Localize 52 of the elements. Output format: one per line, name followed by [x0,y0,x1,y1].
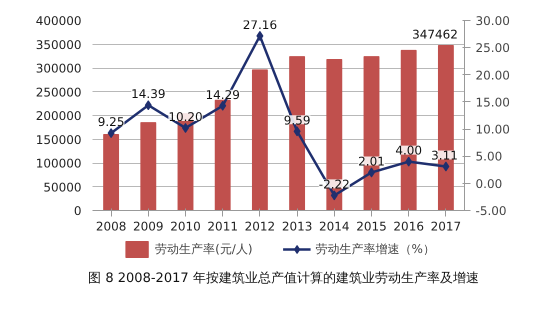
y-tick-label: 150000 [36,132,82,147]
point [442,161,450,172]
data-label: 14.29 [206,88,240,102]
x-tick-label: 2012 [244,220,276,234]
data-label: 3.11 [431,148,458,162]
data-label: 14.39 [131,87,166,102]
data-label: 9.59 [284,113,310,128]
x-tick-label: 2015 [356,220,387,234]
point [256,30,264,41]
legend-label: 劳动生产率(元/人) [155,240,252,258]
bar [252,69,268,210]
x-tick-label: 2017 [430,220,462,234]
y-tick-label: 50000 [43,180,82,194]
x-tick-label: 2008 [96,220,126,234]
y2-tick-label: -5.00 [476,204,507,218]
y2-tick-label: 15.00 [476,95,510,110]
point [294,126,301,136]
y-tick-label: 0 [74,204,82,218]
y-tick-label: 100000 [36,156,82,170]
x-tick-label: 2010 [170,220,201,234]
x-tick-label: 2011 [207,220,238,234]
y-tick-label: 250000 [36,85,82,100]
point [144,100,152,110]
y-tick-label: 400000 [36,14,82,28]
x-tick-label: 2013 [282,220,312,234]
y-tick-label: 200000 [36,109,82,123]
y2-tick-label: 25.00 [476,41,510,56]
y-tick-label: 300000 [36,62,82,76]
data-label: 9.25 [98,115,124,130]
data-label: 4.00 [395,144,422,158]
bar [140,122,156,210]
y-tick-label: 350000 [36,38,82,52]
point [219,100,226,111]
y2-tick-label: 0.00 [476,176,502,191]
point [330,190,338,200]
data-label: 347462 [412,27,458,42]
x-tick-label: 2014 [319,220,350,234]
y2-tick-label: 10.00 [476,122,510,137]
x-tick-label: 2009 [133,220,164,234]
x-tick-label: 2016 [393,220,424,234]
point [405,156,412,167]
data-label: 2.01 [358,154,385,168]
y2-tick-label: 20.00 [476,68,510,82]
bar [103,134,120,210]
data-label: 10.20 [168,110,203,124]
data-label: -2.22 [318,177,350,192]
text: 图 8 2008-2017 年按建筑业总产值计算的建筑业劳动生产率及增速 [88,270,479,288]
point [108,128,115,138]
y2-tick-label: 30.00 [476,14,510,28]
y2-tick-label: 5.00 [476,150,502,164]
legend-label: 劳动生产率增速（%） [316,240,435,258]
bar [214,100,231,210]
